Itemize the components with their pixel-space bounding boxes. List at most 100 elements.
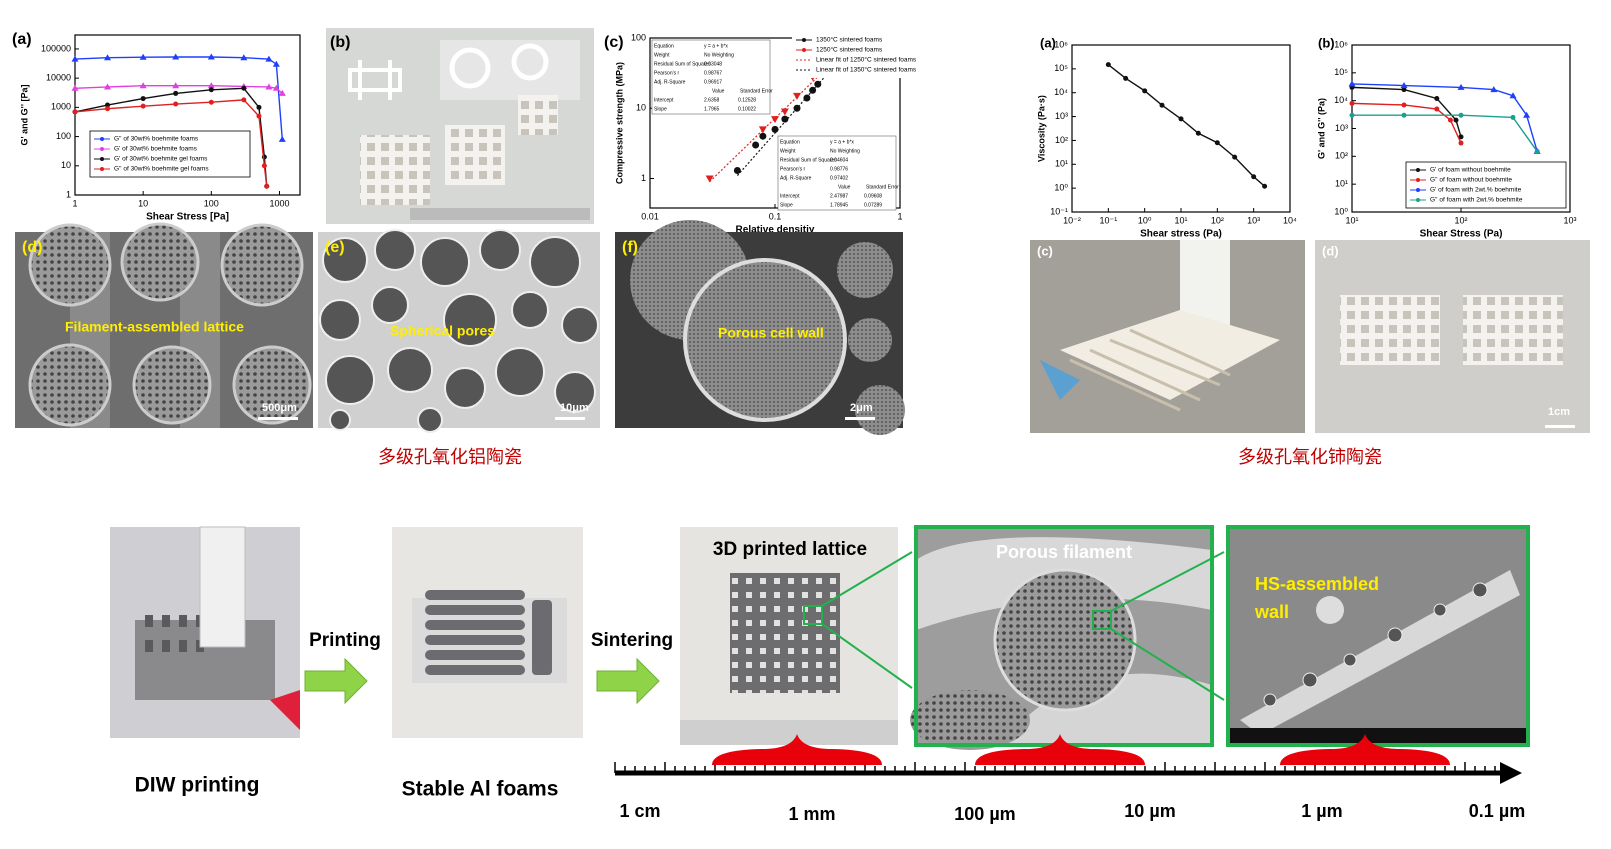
photo-diw — [110, 526, 300, 738]
y-tick-label: 100000 — [41, 43, 71, 53]
photo-d — [1315, 240, 1590, 433]
y-tick-label: 10³ — [1335, 123, 1348, 133]
table-cell: 2.47987 — [830, 193, 848, 199]
y-tick-label: 100 — [56, 131, 71, 141]
legend-label: G' of foam with 2wt.% boehmite — [1430, 187, 1522, 194]
marker — [705, 175, 714, 183]
y-tick-label: 1 — [66, 189, 71, 199]
marker — [771, 116, 779, 124]
legend-label: G' of 30wt% boehmite gel foams — [114, 156, 208, 163]
arrow-label: Printing — [309, 630, 381, 651]
photo-foam — [392, 527, 583, 738]
x-tick-label: 10⁰ — [1138, 215, 1152, 225]
marker — [1232, 154, 1238, 160]
marker — [139, 53, 147, 60]
caption: 多级孔氧化铈陶瓷 — [1238, 447, 1382, 468]
x-tick-label: 0.01 — [641, 211, 659, 221]
x-tick-label: 10 — [138, 198, 148, 208]
y-axis-label: G' and G'' (Pa) — [1316, 98, 1326, 159]
marker — [1195, 130, 1201, 136]
table-cell: 1.7965 — [704, 106, 720, 112]
legend-marker — [802, 38, 806, 42]
panel-label: (c) — [1037, 243, 1053, 258]
table-cell: y = a + b*x — [704, 43, 728, 49]
marker — [752, 141, 760, 149]
legend-marker — [1416, 178, 1420, 182]
legend-label: G'' of 30wt% boehmite gel foams — [114, 166, 209, 173]
sem-e — [318, 229, 600, 433]
image-label: Filament-assembled lattice — [65, 319, 244, 335]
photo-b — [326, 28, 594, 224]
marker — [759, 132, 767, 140]
table-cell: Adj. R-Square — [654, 79, 686, 85]
series-line — [1107, 64, 1266, 187]
panel-label: (b) — [330, 34, 350, 51]
marker — [173, 90, 179, 96]
table-cell: Value — [838, 184, 851, 190]
y-tick-label: 10⁵ — [1334, 67, 1348, 77]
panel-label: (c) — [604, 34, 624, 51]
x-tick-label: 10² — [1211, 215, 1224, 225]
fit-table — [777, 135, 897, 211]
marker — [1214, 140, 1220, 146]
legend-box — [1405, 161, 1567, 209]
green-arrows — [304, 657, 660, 705]
image-label: Porous filament — [996, 542, 1132, 562]
marker — [265, 83, 273, 90]
marker — [241, 85, 247, 91]
y-tick-label: 10⁰ — [1054, 183, 1068, 193]
scale-label: 1 µm — [1301, 801, 1342, 821]
table-cell: Value — [712, 88, 725, 94]
marker — [261, 163, 267, 169]
marker — [105, 102, 111, 108]
table-cell: 0.04604 — [830, 157, 848, 163]
table-cell: Residual Sum of Squares — [780, 157, 837, 163]
labels: (a) (b) (c) (d) (e) (f) Filament-assembl… — [12, 31, 1570, 824]
table-cell: Adj. R-Square — [780, 175, 812, 181]
marker — [1490, 86, 1498, 93]
fit-table — [651, 39, 771, 115]
table-cell: Intercept — [654, 97, 674, 103]
legend-marker — [100, 157, 104, 161]
marker — [1401, 102, 1407, 108]
image-label: wall — [1254, 602, 1289, 622]
x-tick-label: 10³ — [1247, 215, 1260, 225]
scale-axis — [614, 734, 1522, 784]
legend-marker — [100, 167, 104, 171]
image-label: HS-assembled — [1255, 574, 1379, 594]
table-cell: Pearson's r — [780, 166, 805, 172]
marker — [207, 82, 215, 89]
charts: 1 10 100 1000 1 10 100 1000 10000 100000 Shear Str… — [19, 32, 1577, 240]
y-tick-label: 10⁻¹ — [1050, 206, 1068, 216]
x-tick-label: 1 — [72, 198, 77, 208]
y-tick-label: 10⁶ — [1334, 39, 1348, 49]
marker — [1349, 100, 1355, 106]
marker — [1458, 140, 1464, 146]
x-tick-label: 10¹ — [1174, 215, 1187, 225]
marker — [272, 60, 280, 67]
image-label: 3D printed lattice — [713, 539, 867, 560]
marker — [240, 54, 248, 61]
scale-label: 10 µm — [1124, 801, 1175, 821]
x-tick-label: 1000 — [269, 198, 289, 208]
y-axis-label: Compressive strength (MPa) — [614, 62, 624, 184]
legend-marker — [1416, 168, 1420, 172]
y-tick-label: 10² — [1055, 135, 1068, 145]
legend-label: G'' of 30wt% boehmite foams — [114, 136, 199, 143]
table-cell: 0.98767 — [704, 70, 722, 76]
legend-box — [89, 130, 251, 178]
panel-label: (d) — [1322, 243, 1339, 258]
table-cell: 0.12528 — [738, 97, 756, 103]
scale-bar: 1cm — [1548, 406, 1570, 418]
marker — [71, 55, 79, 62]
marker — [1447, 117, 1453, 123]
legend-label: G' of foam without boehmite — [1430, 167, 1511, 174]
legend-label: 1250°C sintered foams — [816, 46, 883, 54]
y-axis-label: Viscosity (Pa·s) — [1036, 95, 1046, 162]
table-cell: Equation — [654, 43, 674, 49]
legend-marker — [1416, 198, 1420, 202]
marker — [733, 166, 741, 174]
x-axis-label: Shear Stress [Pa] — [146, 212, 229, 223]
panel-label: (d) — [22, 239, 42, 256]
arrow-label: Sintering — [591, 630, 673, 651]
